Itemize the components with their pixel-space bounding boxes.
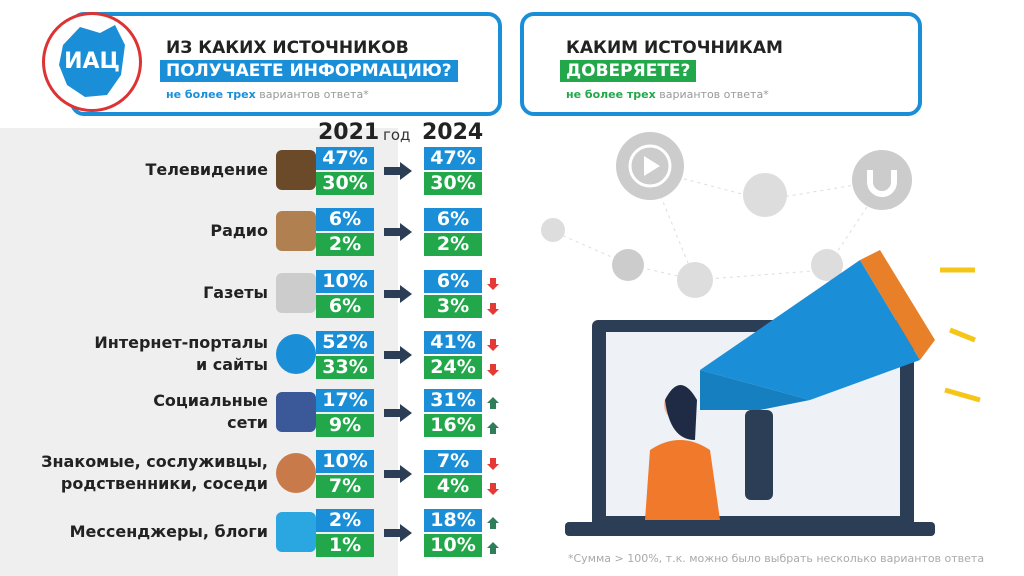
- value-box: 6%: [316, 208, 374, 231]
- trend-arrow: [487, 275, 499, 294]
- transition-arrow: [384, 162, 412, 184]
- transition-arrow: [384, 223, 412, 245]
- title-highlight: ДОВЕРЯЕТЕ?: [560, 60, 697, 82]
- value-box: 9%: [316, 414, 374, 437]
- value-box: 41%: [424, 331, 482, 354]
- trend-arrow: [487, 514, 499, 533]
- note-bold: не более трех: [166, 88, 256, 101]
- value-box: 30%: [424, 172, 482, 195]
- value-box: 7%: [316, 475, 374, 498]
- value-box: 6%: [424, 208, 482, 231]
- row-label: Газеты: [203, 282, 268, 304]
- label-line: Мессенджеры, блоги: [69, 522, 268, 541]
- value-box: 16%: [424, 414, 482, 437]
- label-line: и сайты: [195, 355, 268, 374]
- year-word: год: [383, 126, 411, 144]
- label-line: Газеты: [203, 283, 268, 302]
- illustration: [541, 132, 981, 536]
- trend-arrow: [487, 419, 499, 438]
- transition-arrow: [384, 285, 412, 307]
- row-label: Телевидение: [145, 159, 268, 181]
- value-box: 33%: [316, 356, 374, 379]
- row-label: Интернет-порталы и сайты: [94, 332, 268, 376]
- trend-arrow: [487, 394, 499, 413]
- value-box: 2%: [316, 233, 374, 256]
- title-highlight: ПОЛУЧАЕТЕ ИНФОРМАЦИЮ?: [160, 60, 458, 82]
- value-box: 6%: [316, 295, 374, 318]
- value-box: 1%: [316, 534, 374, 557]
- note: не более трех вариантов ответа*: [166, 88, 369, 101]
- logo-map: [59, 25, 125, 97]
- row-icon: [276, 512, 316, 552]
- value-box: 30%: [316, 172, 374, 195]
- label-line: Телевидение: [145, 160, 268, 179]
- title-line: ИЗ КАКИХ ИСТОЧНИКОВ: [166, 38, 409, 58]
- footnote: *Сумма > 100%, т.к. можно было выбрать н…: [568, 552, 985, 565]
- value-box: 10%: [424, 534, 482, 557]
- value-box: 2%: [424, 233, 482, 256]
- year-2024: 2024: [422, 120, 484, 145]
- label-line: сети: [227, 413, 268, 432]
- logo: ИАЦ: [42, 12, 142, 112]
- right-panel: КАКИМ ИСТОЧНИКАМ ДОВЕРЯЕТЕ? не более тре…: [520, 12, 922, 116]
- transition-arrow: [384, 465, 412, 487]
- trend-arrow: [487, 300, 499, 319]
- value-box: 47%: [424, 147, 482, 170]
- row-icon: [276, 211, 316, 251]
- value-box: 6%: [424, 270, 482, 293]
- label-line: родственники, соседи: [60, 474, 268, 493]
- value-box: 17%: [316, 389, 374, 412]
- value-box: 4%: [424, 475, 482, 498]
- row-icon: [276, 273, 316, 313]
- transition-arrow: [384, 404, 412, 426]
- row-icon: [276, 150, 316, 190]
- logo-text: ИАЦ: [64, 49, 120, 74]
- value-box: 52%: [316, 331, 374, 354]
- value-box: 10%: [316, 450, 374, 473]
- value-box: 2%: [316, 509, 374, 532]
- value-box: 24%: [424, 356, 482, 379]
- label-line: Знакомые, сослуживцы,: [41, 452, 268, 471]
- trend-arrow: [487, 480, 499, 499]
- year-2021: 2021: [318, 120, 380, 145]
- trend-arrow: [487, 336, 499, 355]
- transition-arrow: [384, 346, 412, 368]
- label-line: Социальные: [153, 391, 268, 410]
- row-icon: [276, 392, 316, 432]
- value-box: 31%: [424, 389, 482, 412]
- row-icon: [276, 453, 316, 493]
- note: не более трех вариантов ответа*: [566, 88, 769, 101]
- transition-arrow: [384, 524, 412, 546]
- note-rest: вариантов ответа*: [659, 88, 769, 101]
- value-box: 7%: [424, 450, 482, 473]
- value-box: 3%: [424, 295, 482, 318]
- title-line: КАКИМ ИСТОЧНИКАМ: [566, 38, 783, 58]
- row-label: Знакомые, сослуживцы, родственники, сосед…: [41, 451, 268, 495]
- row-label: Радио: [210, 220, 268, 242]
- row-label: Социальные сети: [153, 390, 268, 434]
- value-box: 47%: [316, 147, 374, 170]
- trend-arrow: [487, 361, 499, 380]
- value-box: 10%: [316, 270, 374, 293]
- left-panel: ИЗ КАКИХ ИСТОЧНИКОВ ПОЛУЧАЕТЕ ИНФОРМАЦИЮ…: [70, 12, 502, 116]
- label-line: Радио: [210, 221, 268, 240]
- row-icon: [276, 334, 316, 374]
- row-label: Мессенджеры, блоги: [70, 521, 268, 543]
- trend-arrow: [487, 455, 499, 474]
- trend-arrow: [487, 539, 499, 558]
- label-line: Интернет-порталы: [94, 333, 268, 352]
- note-bold: не более трех: [566, 88, 656, 101]
- value-box: 18%: [424, 509, 482, 532]
- note-rest: вариантов ответа*: [259, 88, 369, 101]
